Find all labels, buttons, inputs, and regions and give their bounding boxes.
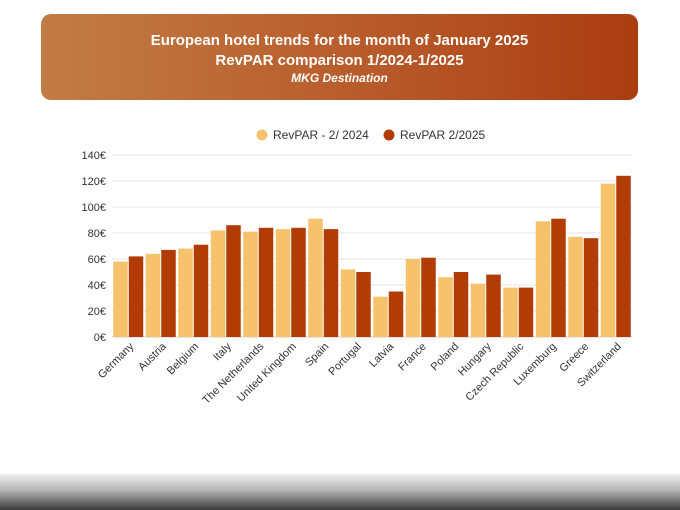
bar-2025-luxemburg — [551, 218, 566, 337]
bar-2024-poland — [438, 277, 453, 337]
bar-2024-greece — [568, 236, 583, 337]
legend-label-2025: RevPAR 2/2025 — [400, 128, 485, 142]
legend-marker-2025 — [383, 129, 395, 141]
bar-2024-united-kingdom — [275, 229, 291, 337]
x-tick-label: Belgium — [165, 341, 202, 378]
bar-2024-the-netherlands — [243, 231, 258, 337]
bar-2024-germany — [113, 261, 128, 337]
bar-2024-italy — [210, 230, 226, 337]
y-tick-label: 100€ — [82, 202, 106, 214]
bar-2024-spain — [308, 218, 323, 337]
bar-2025-united-kingdom — [291, 227, 306, 337]
legend-label-2024: RevPAR - 2/ 2024 — [273, 128, 369, 142]
y-tick-label: 0€ — [94, 332, 106, 344]
x-tick-label: Portugal — [326, 341, 363, 378]
bar-2025-poland — [453, 272, 469, 337]
bar-2025-italy — [226, 225, 241, 337]
bar-2025-the-netherlands — [258, 227, 274, 337]
x-tick-label: Spain — [303, 341, 331, 369]
bar-2024-latvia — [373, 296, 388, 337]
bar-2024-hungary — [470, 283, 486, 337]
bar-2024-switzerland — [600, 183, 616, 337]
bar-2024-austria — [145, 253, 161, 337]
bar-2024-france — [405, 259, 421, 337]
bar-2025-greece — [583, 238, 599, 337]
y-tick-label: 140€ — [82, 150, 106, 162]
y-tick-label: 60€ — [88, 254, 106, 266]
x-tick-label: Czech Republic — [463, 340, 526, 403]
y-tick-label: 120€ — [82, 176, 106, 188]
x-tick-label: Latvia — [367, 340, 397, 370]
bar-2025-austria — [161, 249, 176, 337]
bar-2025-france — [421, 257, 436, 337]
bar-2025-germany — [128, 256, 144, 337]
bar-2025-belgium — [193, 244, 209, 337]
bar-2025-switzerland — [616, 175, 631, 337]
x-tick-label: France — [396, 341, 429, 374]
y-tick-label: 20€ — [88, 306, 106, 318]
chart-title: European hotel trends for the month of J… — [150, 32, 529, 49]
bar-2025-czech-republic — [518, 287, 534, 337]
title-banner: European hotel trends for the month of J… — [41, 14, 638, 100]
bar-2024-portugal — [340, 269, 356, 337]
y-tick-label: 40€ — [88, 280, 106, 292]
bar-2025-spain — [323, 229, 339, 337]
bar-chart: 0€20€40€60€80€100€120€140€Germany Austria… — [82, 128, 632, 407]
chart-subtitle: RevPAR comparison 1/2024-1/2025 — [215, 52, 464, 69]
y-tick-label: 80€ — [88, 228, 106, 240]
legend-marker-2024 — [256, 129, 268, 141]
x-tick-label: United Kingdom — [235, 341, 299, 405]
bar-2024-czech-republic — [503, 287, 518, 337]
bottom-shadow-bar — [0, 474, 680, 510]
x-tick-label: Italy — [211, 340, 234, 363]
bar-2024-belgium — [178, 248, 193, 337]
x-tick-label: Germany — [96, 340, 137, 381]
bar-2025-latvia — [388, 291, 404, 337]
bar-2025-hungary — [486, 274, 501, 337]
bar-2025-portugal — [356, 272, 371, 337]
bar-2024-luxemburg — [535, 221, 551, 337]
chart-source: MKG Destination — [291, 71, 388, 85]
